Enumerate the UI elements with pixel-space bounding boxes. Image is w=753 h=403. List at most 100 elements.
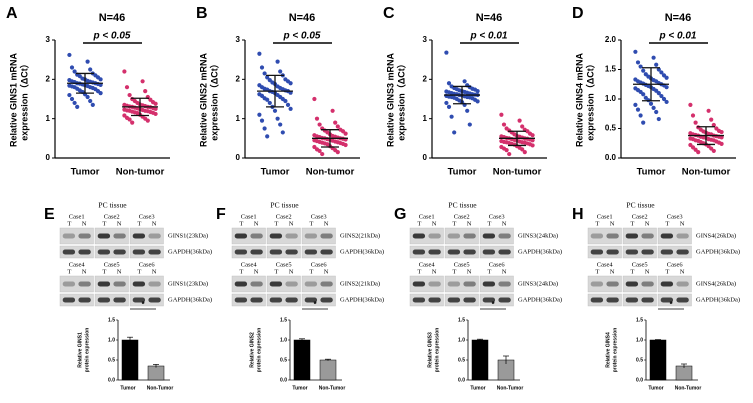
lane-label: T [137,220,141,227]
data-point [446,104,452,109]
data-point [335,124,340,129]
protein-label: GINS2(21kDa) [340,232,380,239]
chart-title: N=46 [665,12,692,24]
blot-band [447,233,461,239]
lane-label: T [239,268,243,275]
case-label: Case3 [489,213,505,220]
data-point [641,68,646,73]
data-point [262,126,267,131]
protein-label: GAPDH(36kDa) [168,296,212,303]
dot-panel: C N=46 p < 0.01 Relative GINS3 mRNA expressi… [383,5,547,178]
blot-strip [587,275,622,293]
error-bar [655,339,661,341]
blot-band [660,249,674,255]
error-bar [681,363,687,368]
lane-label: N [467,268,472,275]
blot-band [412,233,426,239]
data-point [635,60,641,65]
blot-strip [301,245,336,259]
data-point [530,143,535,148]
x-tick-label: Tumor [637,167,666,178]
blot-band [625,249,639,255]
data-point [75,104,80,109]
x-tick-label: Tumor [71,167,100,178]
blot-band [113,297,126,303]
blot-strip [409,245,444,259]
y-tick-label: 2 [423,74,428,83]
blot-strip [59,227,94,245]
data-point [278,122,283,127]
case-label: Case5 [276,261,292,268]
data-point [638,64,643,69]
blot-band [234,233,248,239]
blot-band [625,233,639,239]
significance: * [313,300,317,309]
lane-label: T [274,268,278,275]
protein-label: GINS2(21kDa) [340,280,380,287]
lane-label: T [274,220,278,227]
blot-band [304,249,318,255]
x-tick-label: Non-tumor [306,167,355,178]
blot-band [641,249,654,255]
data-point [267,100,272,106]
data-point [641,120,646,125]
data-point [656,116,661,122]
y-axis-label: Relative GINS4 mRNA [574,52,584,147]
case-label: Case5 [454,261,470,268]
blot-band [428,281,441,287]
y-axis-label: protein expression [434,328,440,373]
data-point [314,116,320,121]
data-point [343,131,348,136]
x-tick-label: Non-tumor [682,167,731,178]
case-label: Case3 [667,213,683,220]
y-tick-label: 1 [423,114,428,123]
blot-band [234,281,248,287]
blot-band [62,281,76,287]
blot-band [676,297,689,303]
blot-title: PC tissue [98,201,127,210]
data-point [522,150,527,155]
case-label: Case3 [139,213,155,220]
blot-band [463,249,476,255]
lane-label: N [432,268,437,275]
data-point [69,65,75,70]
bar [649,339,667,381]
lane-label: N [467,220,472,227]
blot-band [590,249,604,255]
blot-strip [409,227,444,245]
lane-label: T [239,220,243,227]
blot-band [269,281,283,287]
y-tick-label: 0.0 [458,377,465,383]
bar [675,365,693,381]
blot-strip [129,245,164,259]
blot-strip [444,227,479,245]
panel-letter: A [6,5,18,22]
x-tick-label: Tumor [120,385,135,391]
protein-label: GAPDH(36kDa) [696,296,740,303]
y-tick-label: 1.5 [108,317,115,323]
data-point [153,101,158,106]
case-label: Case6 [139,261,156,268]
y-tick-label: 1.0 [108,337,115,343]
error-bar [503,355,509,364]
y-axis-label: Relative GINS2 mRNA [198,52,208,147]
data-point [709,117,714,122]
blot-strip [266,245,301,259]
y-axis-label: expression（ΔCt） [209,59,219,141]
y-tick-label: 2 [236,74,241,83]
y-axis-label: expression（ΔCt） [396,59,406,141]
data-point [72,69,77,74]
x-tick-label: Tumor [470,385,485,391]
blot-title: PC tissue [626,201,655,210]
protein-label: GAPDH(36kDa) [696,248,740,255]
data-point [446,81,452,86]
data-point [664,75,669,80]
case-label: Case5 [632,261,648,268]
y-tick-label: 1.5 [280,317,287,323]
blot-title: PC tissue [448,201,477,210]
error-bar [325,358,331,361]
blot-strip [231,293,266,307]
data-point [280,130,285,135]
blot-title: PC tissue [270,201,299,210]
